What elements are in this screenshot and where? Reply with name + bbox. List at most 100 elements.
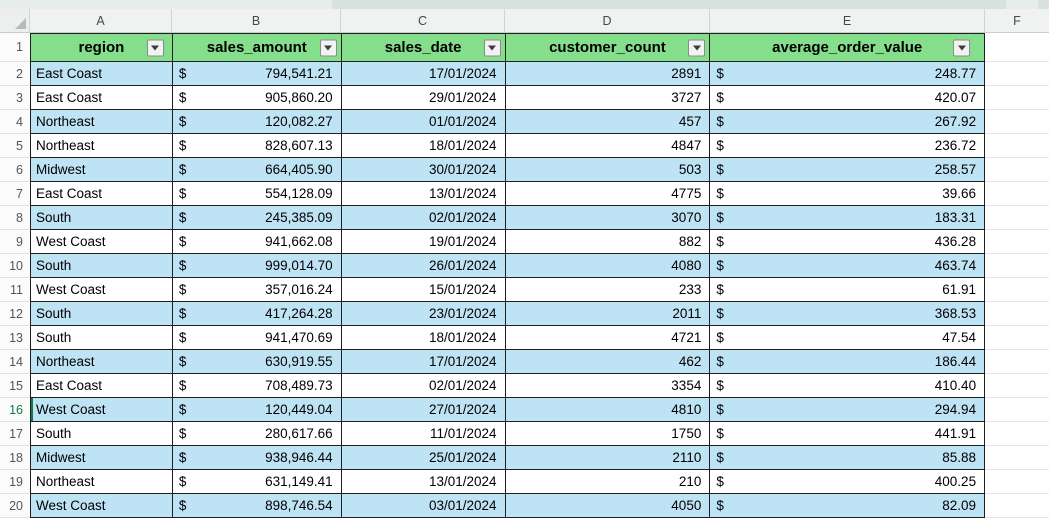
filter-dropdown-icon[interactable] bbox=[953, 39, 971, 56]
row-header-11[interactable]: 11 bbox=[0, 278, 30, 302]
row-header-18[interactable]: 18 bbox=[0, 446, 30, 470]
cell-D6[interactable]: 503 bbox=[505, 158, 711, 182]
cell-B17[interactable]: $280,617.66 bbox=[172, 422, 342, 446]
row-header-8[interactable]: 8 bbox=[0, 206, 30, 230]
cell-C11[interactable]: 15/01/2024 bbox=[341, 278, 506, 302]
cell-E5[interactable]: $236.72 bbox=[710, 134, 986, 158]
cell-C19[interactable]: 13/01/2024 bbox=[341, 470, 506, 494]
header-cell-average-order-value[interactable]: average_order_value bbox=[710, 33, 986, 62]
cell-F7[interactable] bbox=[985, 182, 1049, 206]
cell-B12[interactable]: $417,264.28 bbox=[172, 302, 342, 326]
cell-B2[interactable]: $794,541.21 bbox=[172, 62, 342, 86]
cell-A19[interactable]: Northeast bbox=[31, 470, 173, 494]
cell-F11[interactable] bbox=[985, 278, 1049, 302]
cell-C12[interactable]: 23/01/2024 bbox=[341, 302, 506, 326]
cell-D17[interactable]: 1750 bbox=[505, 422, 711, 446]
cell-D5[interactable]: 4847 bbox=[505, 134, 711, 158]
cell-B4[interactable]: $120,082.27 bbox=[172, 110, 342, 134]
cell-B10[interactable]: $999,014.70 bbox=[172, 254, 342, 278]
cell-C13[interactable]: 18/01/2024 bbox=[341, 326, 506, 350]
cell-D14[interactable]: 462 bbox=[505, 350, 711, 374]
cell-F19[interactable] bbox=[985, 470, 1049, 494]
cell-E2[interactable]: $248.77 bbox=[710, 62, 986, 86]
cell-C6[interactable]: 30/01/2024 bbox=[341, 158, 506, 182]
cell-A2[interactable]: East Coast bbox=[31, 62, 173, 86]
cell-E11[interactable]: $61.91 bbox=[710, 278, 986, 302]
row-header-19[interactable]: 19 bbox=[0, 470, 30, 494]
cell-C8[interactable]: 02/01/2024 bbox=[341, 206, 506, 230]
row-header-9[interactable]: 9 bbox=[0, 230, 30, 254]
cell-A8[interactable]: South bbox=[31, 206, 173, 230]
cell-C16[interactable]: 27/01/2024 bbox=[341, 398, 506, 422]
cell-B9[interactable]: $941,662.08 bbox=[172, 230, 342, 254]
cell-E6[interactable]: $258.57 bbox=[710, 158, 986, 182]
cell-F5[interactable] bbox=[985, 134, 1049, 158]
cell-E14[interactable]: $186.44 bbox=[710, 350, 986, 374]
cell-A11[interactable]: West Coast bbox=[31, 278, 173, 302]
cell-D13[interactable]: 4721 bbox=[505, 326, 711, 350]
cell-B13[interactable]: $941,470.69 bbox=[172, 326, 342, 350]
cell-E20[interactable]: $82.09 bbox=[710, 494, 986, 518]
cell-C20[interactable]: 03/01/2024 bbox=[341, 494, 506, 518]
cell-F2[interactable] bbox=[985, 62, 1049, 86]
cell-A16[interactable]: West Coast bbox=[31, 398, 173, 422]
row-header-14[interactable]: 14 bbox=[0, 350, 30, 374]
cell-E7[interactable]: $39.66 bbox=[710, 182, 986, 206]
cell-F10[interactable] bbox=[985, 254, 1049, 278]
cell-B15[interactable]: $708,489.73 bbox=[172, 374, 342, 398]
cell-C5[interactable]: 18/01/2024 bbox=[341, 134, 506, 158]
cell-C10[interactable]: 26/01/2024 bbox=[341, 254, 506, 278]
column-header-D[interactable]: D bbox=[505, 9, 710, 32]
cell-C2[interactable]: 17/01/2024 bbox=[341, 62, 506, 86]
cell-A10[interactable]: South bbox=[31, 254, 173, 278]
select-all-corner[interactable] bbox=[0, 9, 30, 32]
filter-dropdown-icon[interactable] bbox=[483, 39, 501, 56]
cell-C9[interactable]: 19/01/2024 bbox=[341, 230, 506, 254]
cell-B5[interactable]: $828,607.13 bbox=[172, 134, 342, 158]
row-header-4[interactable]: 4 bbox=[0, 110, 30, 134]
cell-C17[interactable]: 11/01/2024 bbox=[341, 422, 506, 446]
cell-D15[interactable]: 3354 bbox=[505, 374, 711, 398]
cell-A18[interactable]: Midwest bbox=[31, 446, 173, 470]
cell-F6[interactable] bbox=[985, 158, 1049, 182]
cell-F4[interactable] bbox=[985, 110, 1049, 134]
cell-B6[interactable]: $664,405.90 bbox=[172, 158, 342, 182]
cell-E19[interactable]: $400.25 bbox=[710, 470, 986, 494]
cell-A17[interactable]: South bbox=[31, 422, 173, 446]
cell-C14[interactable]: 17/01/2024 bbox=[341, 350, 506, 374]
cell-F12[interactable] bbox=[985, 302, 1049, 326]
cell-D18[interactable]: 2110 bbox=[505, 446, 711, 470]
cell-D20[interactable]: 4050 bbox=[505, 494, 711, 518]
cell-F20[interactable] bbox=[985, 494, 1049, 518]
header-cell-empty-F[interactable] bbox=[985, 33, 1049, 62]
row-header-7[interactable]: 7 bbox=[0, 182, 30, 206]
row-header-15[interactable]: 15 bbox=[0, 374, 30, 398]
cell-F8[interactable] bbox=[985, 206, 1049, 230]
cell-A9[interactable]: West Coast bbox=[31, 230, 173, 254]
row-header-3[interactable]: 3 bbox=[0, 86, 30, 110]
header-cell-sales-amount[interactable]: sales_amount bbox=[172, 33, 342, 62]
cell-D3[interactable]: 3727 bbox=[505, 86, 711, 110]
cell-C3[interactable]: 29/01/2024 bbox=[341, 86, 506, 110]
cell-D9[interactable]: 882 bbox=[505, 230, 711, 254]
cell-B11[interactable]: $357,016.24 bbox=[172, 278, 342, 302]
cell-D16[interactable]: 4810 bbox=[505, 398, 711, 422]
cell-C7[interactable]: 13/01/2024 bbox=[341, 182, 506, 206]
cell-E10[interactable]: $463.74 bbox=[710, 254, 986, 278]
cell-F18[interactable] bbox=[985, 446, 1049, 470]
cell-D12[interactable]: 2011 bbox=[505, 302, 711, 326]
cell-E4[interactable]: $267.92 bbox=[710, 110, 986, 134]
cell-B16[interactable]: $120,449.04 bbox=[172, 398, 342, 422]
header-cell-customer-count[interactable]: customer_count bbox=[505, 33, 711, 62]
cell-C15[interactable]: 02/01/2024 bbox=[341, 374, 506, 398]
cell-A14[interactable]: Northeast bbox=[31, 350, 173, 374]
header-cell-sales-date[interactable]: sales_date bbox=[341, 33, 506, 62]
filter-dropdown-icon[interactable] bbox=[688, 39, 706, 56]
column-header-C[interactable]: C bbox=[341, 9, 505, 32]
row-header-20[interactable]: 20 bbox=[0, 494, 30, 518]
cell-D2[interactable]: 2891 bbox=[505, 62, 711, 86]
cell-E18[interactable]: $85.88 bbox=[710, 446, 986, 470]
cell-D8[interactable]: 3070 bbox=[505, 206, 711, 230]
cell-B20[interactable]: $898,746.54 bbox=[172, 494, 342, 518]
cell-A15[interactable]: East Coast bbox=[31, 374, 173, 398]
